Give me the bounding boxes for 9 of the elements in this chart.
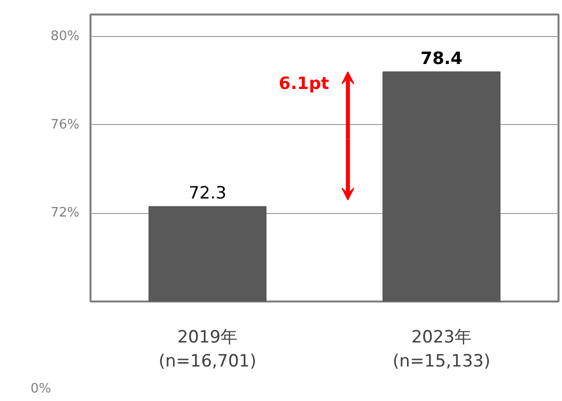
text: 0% xyxy=(30,382,52,396)
y-tick-label: 80% xyxy=(50,29,80,44)
annotation: 6.1pt xyxy=(278,74,330,94)
data-label: 72.3 xyxy=(188,184,226,204)
x-tick-label: 2023年 (n=15,133) xyxy=(392,328,490,372)
data-label: 78.4 xyxy=(420,48,463,69)
y-tick-label: 72% xyxy=(50,206,80,221)
y-tick-label: 76% xyxy=(50,117,80,132)
x-tick-label: 2019年 (n=16,701) xyxy=(158,328,256,372)
